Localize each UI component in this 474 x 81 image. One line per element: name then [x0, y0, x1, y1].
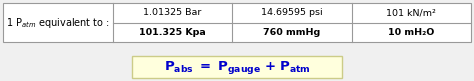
Text: $\mathbf{P_{abs}}$ $\mathbf{=}$ $\mathbf{P_{gauge}}$ $\mathbf{+}$ $\mathbf{P_{at: $\mathbf{P_{abs}}$ $\mathbf{=}$ $\mathbf… [164, 58, 310, 75]
FancyBboxPatch shape [132, 56, 342, 78]
Text: 1 P$_{atm}$ equivalent to :: 1 P$_{atm}$ equivalent to : [6, 16, 110, 30]
Bar [3, 3, 471, 42]
Text: 10 mH₂O: 10 mH₂O [388, 28, 435, 37]
Text: 101 kN/m²: 101 kN/m² [386, 8, 436, 17]
Text: 14.69595 psi: 14.69595 psi [261, 8, 323, 17]
Text: 1.01325 Bar: 1.01325 Bar [144, 8, 202, 17]
Text: 760 mmHg: 760 mmHg [264, 28, 320, 37]
Text: 101.325 Kpa: 101.325 Kpa [139, 28, 206, 37]
